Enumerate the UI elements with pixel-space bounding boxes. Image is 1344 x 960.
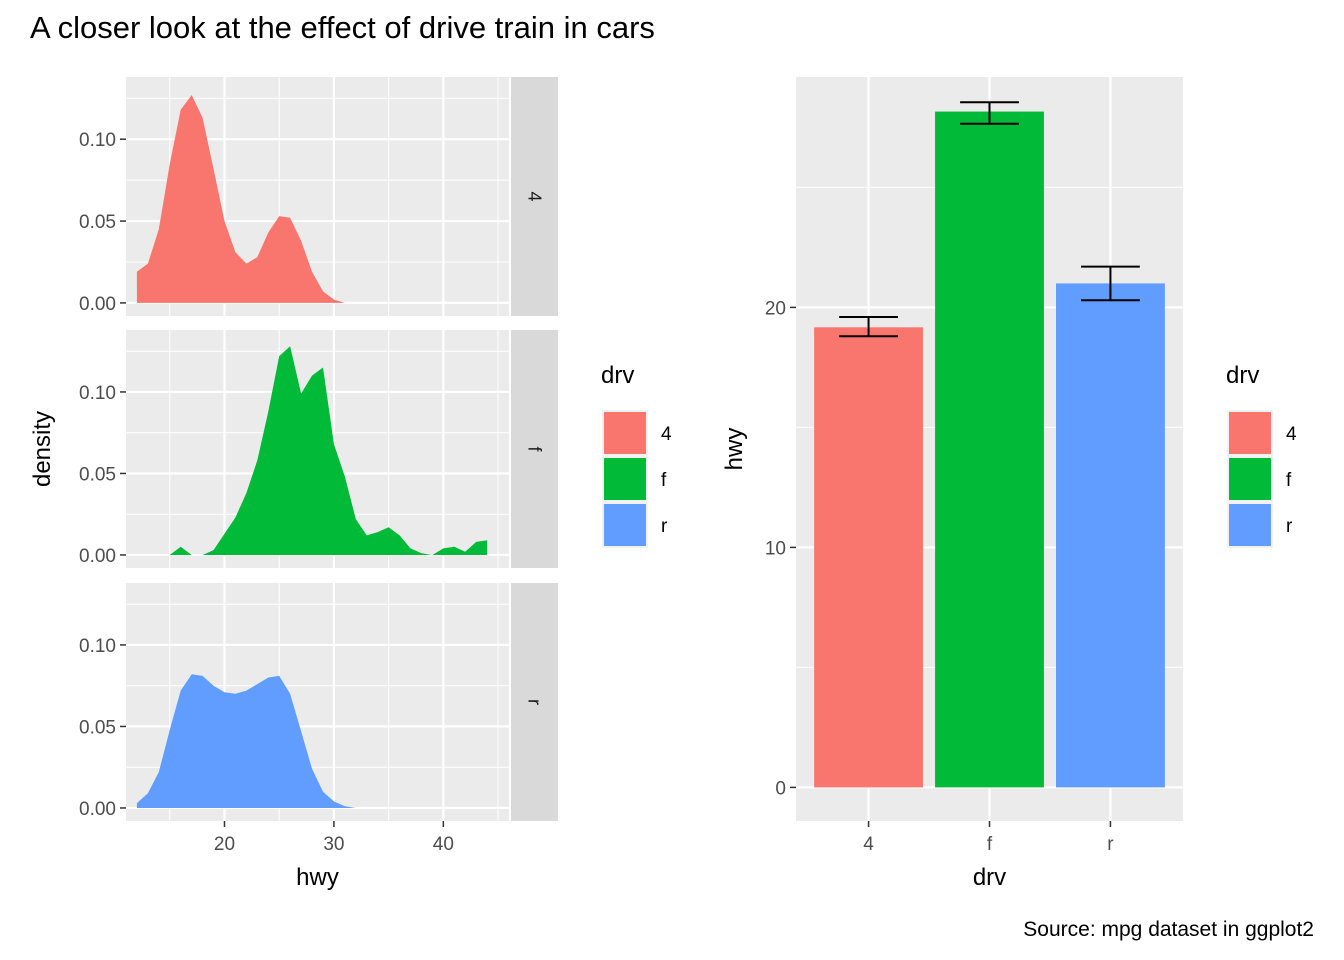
legend-label: r: [661, 516, 668, 537]
x-tick-label: f: [987, 834, 993, 855]
density-area-4: [136, 95, 345, 303]
chart-title: A closer look at the effect of drive tra…: [30, 10, 655, 45]
legend-label: 4: [1286, 424, 1297, 445]
x-axis-title: hwy: [296, 864, 339, 891]
y-tick-label: 0.05: [79, 464, 116, 485]
bar-r: [1056, 283, 1165, 788]
legend-key-f: [604, 458, 646, 500]
facet-strip-label: f: [525, 446, 545, 452]
density-area-f: [169, 346, 488, 555]
bar-f: [935, 111, 1044, 788]
y-tick-label: 0.00: [79, 546, 116, 567]
y-tick-label: 10: [765, 538, 786, 559]
y-tick-label: 20: [765, 298, 786, 319]
legend-label: r: [1286, 516, 1293, 537]
facet-strip-f: [511, 330, 558, 568]
x-axis-title: drv: [973, 864, 1006, 891]
y-tick-label: 0.05: [79, 212, 116, 233]
y-tick-label: 0.00: [79, 799, 116, 820]
facet-strip-label: 4: [525, 191, 545, 201]
legend-title: drv: [1226, 362, 1259, 389]
y-axis-title: hwy: [721, 428, 748, 471]
y-tick-label: 0.10: [79, 130, 116, 151]
x-tick-label: 30: [323, 834, 344, 855]
y-tick-label: 0.00: [79, 294, 116, 315]
legend-key-4: [604, 412, 646, 454]
facet-strip-4: [511, 77, 558, 316]
legend-label: f: [661, 470, 667, 491]
legend-key-f: [1229, 458, 1271, 500]
legend-key-r: [1229, 504, 1271, 546]
y-tick-label: 0.10: [79, 636, 116, 657]
chart-caption: Source: mpg dataset in ggplot2: [1023, 918, 1314, 941]
x-tick-label: 4: [863, 834, 874, 855]
density-area-r: [136, 674, 356, 808]
x-tick-label: 40: [433, 834, 454, 855]
legend-key-r: [604, 504, 646, 546]
y-tick-label: 0.10: [79, 383, 116, 404]
legend-label: f: [1286, 470, 1292, 491]
legend-key-4: [1229, 412, 1271, 454]
y-tick-label: 0: [775, 778, 786, 799]
facet-strip-label: r: [525, 699, 545, 705]
y-axis-title: density: [29, 411, 56, 487]
x-tick-label: r: [1107, 834, 1114, 855]
legend-title: drv: [601, 362, 634, 389]
facet-strip-r: [511, 583, 558, 821]
bar-4: [814, 327, 923, 788]
x-tick-label: 20: [214, 834, 235, 855]
legend-label: 4: [661, 424, 672, 445]
y-tick-label: 0.05: [79, 717, 116, 738]
